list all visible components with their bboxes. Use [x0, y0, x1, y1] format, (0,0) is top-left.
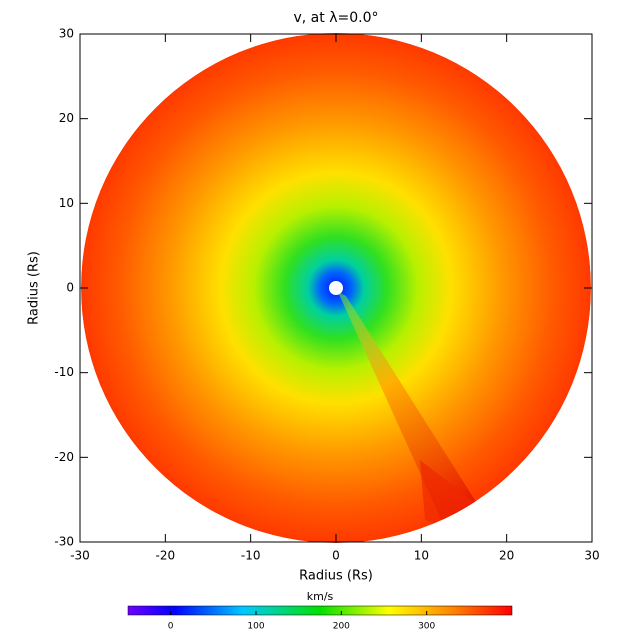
colorbar-tick-label: 300: [418, 622, 435, 632]
y-tick-label: -30: [54, 535, 74, 549]
colorbar-tick-label: 200: [333, 622, 350, 632]
x-tick-label: -10: [241, 549, 261, 563]
colorbar-tick-label: 0: [168, 622, 174, 632]
y-tick-label: 20: [59, 111, 74, 125]
x-tick-label: 30: [584, 549, 599, 563]
inner-boundary: [329, 281, 343, 295]
x-tick-label: 10: [414, 549, 429, 563]
y-axis-label: Radius (Rs): [27, 251, 42, 325]
x-tick-label: 20: [499, 549, 514, 563]
x-tick-label: 0: [332, 549, 340, 563]
y-tick-label: 0: [66, 281, 74, 295]
y-tick-label: -10: [54, 365, 74, 379]
y-tick-label: 30: [59, 27, 74, 41]
colorbar: [127, 605, 513, 616]
colorbar-label: km/s: [307, 590, 334, 603]
x-tick-label: -20: [156, 549, 176, 563]
y-tick-label: -20: [54, 450, 74, 464]
colorbar-tick-label: 100: [247, 622, 264, 632]
chart-title: v, at λ=0.0°: [294, 10, 379, 26]
x-tick-label: -30: [70, 549, 90, 563]
x-axis-label: Radius (Rs): [299, 569, 373, 584]
y-tick-label: 10: [59, 196, 74, 210]
